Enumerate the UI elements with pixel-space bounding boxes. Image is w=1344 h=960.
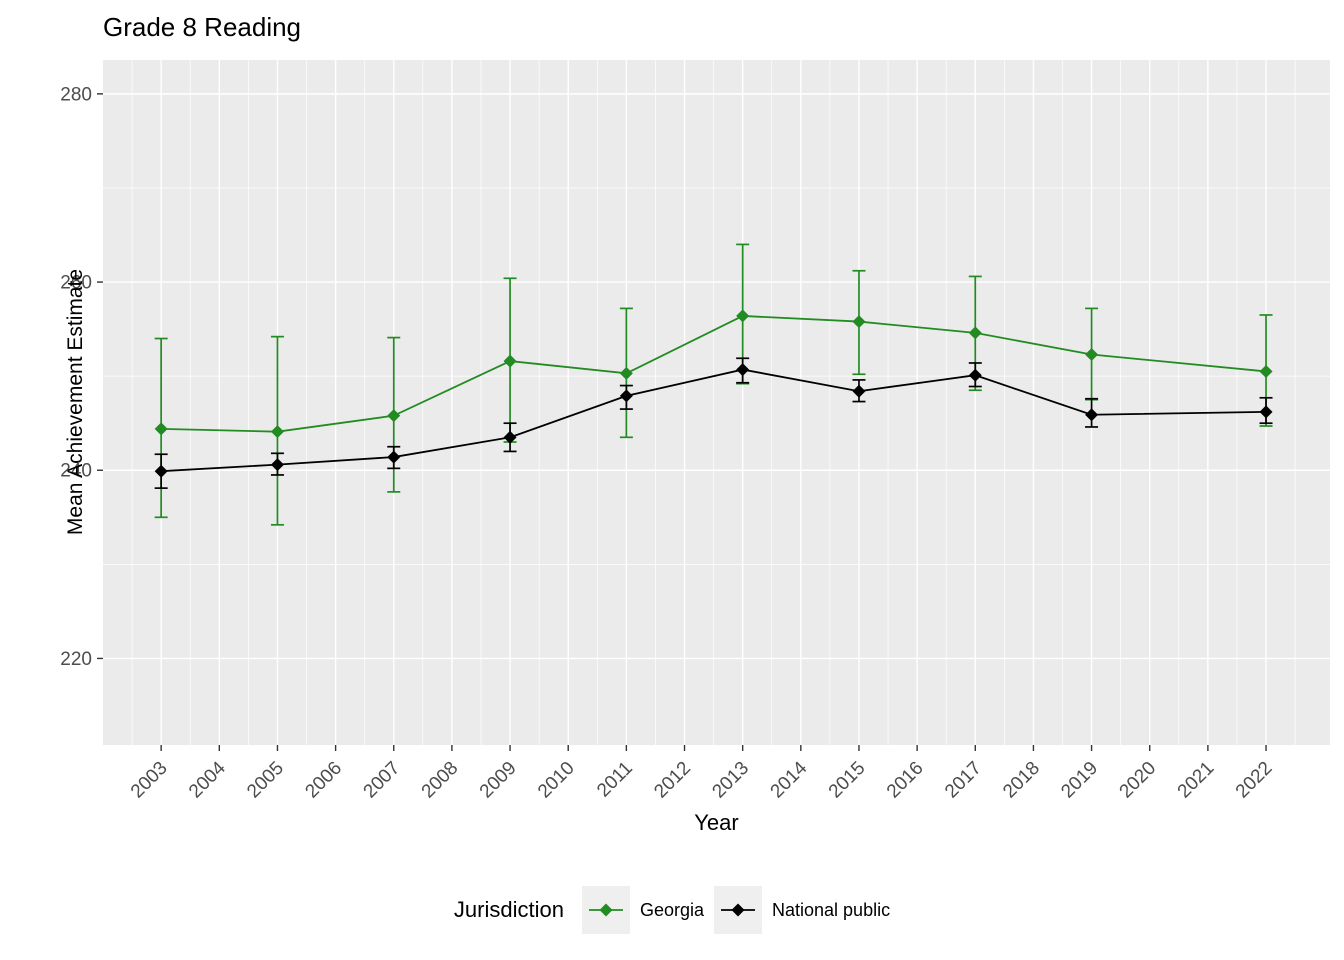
legend-key-point (731, 903, 745, 917)
legend-key-point (599, 903, 613, 917)
x-tick-label: 2018 (999, 758, 1044, 803)
y-tick-label: 220 (60, 649, 92, 670)
x-tick-label: 2014 (767, 757, 812, 802)
y-tick-label: 280 (60, 84, 92, 105)
x-tick-label: 2011 (593, 758, 637, 802)
national-public-data-point (852, 384, 866, 398)
x-tick-label: 2022 (1232, 758, 1277, 803)
y-axis-title: Mean Achievement Estimate (64, 268, 87, 536)
panel-background (103, 60, 1330, 745)
georgia-data-point (270, 425, 284, 439)
chart-title: Grade 8 Reading (103, 12, 302, 42)
x-tick-label: 2010 (534, 758, 579, 803)
x-tick-label: 2006 (301, 758, 346, 803)
national-public-data-point (1259, 405, 1273, 419)
legend-label-georgia: Georgia (639, 899, 704, 920)
x-tick-label: 2009 (476, 758, 521, 803)
georgia-data-point (619, 366, 633, 380)
x-tick-label: 2005 (243, 758, 288, 803)
x-tick-label: 2017 (941, 758, 986, 803)
x-tick-label: 2004 (185, 757, 230, 802)
georgia-data-point (387, 409, 401, 423)
y-tick-label: 240 (60, 461, 92, 482)
georgia-data-point (503, 354, 517, 368)
x-tick-label: 2020 (1116, 758, 1161, 803)
national-public-data-point (270, 458, 284, 472)
x-tick-label: 2016 (883, 758, 928, 803)
national-public-data-point (154, 464, 168, 478)
legend-item-national-public: National public (714, 886, 890, 934)
national-public-line-swatch-icon (714, 886, 762, 934)
national-public-data-point (968, 368, 982, 382)
legend: Jurisdiction Georgia National public (0, 880, 1344, 940)
x-tick-label: 2021 (1174, 758, 1219, 803)
x-tick-label: 2007 (360, 758, 405, 803)
y-tick-label: 260 (60, 273, 92, 294)
national-public-data-point (1085, 408, 1099, 422)
x-tick-label: 2015 (825, 758, 870, 803)
x-tick-label: 2003 (127, 758, 172, 803)
x-tick-label: 2019 (1057, 758, 1102, 803)
national-public-data-point (387, 450, 401, 464)
legend-label-national-public: National public (772, 899, 891, 920)
legend-title: Jurisdiction (453, 897, 564, 922)
national-public-data-point (736, 363, 750, 377)
georgia-line-swatch-icon (581, 886, 630, 934)
legend-item-georgia: Georgia (581, 886, 704, 934)
national-public-series-line (161, 368, 1267, 473)
georgia-data-point (852, 315, 866, 329)
georgia-data-point (1085, 348, 1099, 362)
national-public-data-point (503, 430, 517, 444)
x-tick-label: 2008 (418, 758, 463, 803)
national-public-data-point (619, 389, 633, 403)
georgia-data-point (1259, 364, 1273, 378)
x-axis-title: Year (694, 810, 739, 835)
georgia-data-point (736, 309, 750, 323)
x-tick-label: 2012 (650, 758, 695, 803)
georgia-data-point (968, 326, 982, 340)
georgia-data-point (154, 422, 168, 436)
x-tick-label: 2013 (708, 758, 753, 803)
georgia-series-line (161, 315, 1267, 433)
